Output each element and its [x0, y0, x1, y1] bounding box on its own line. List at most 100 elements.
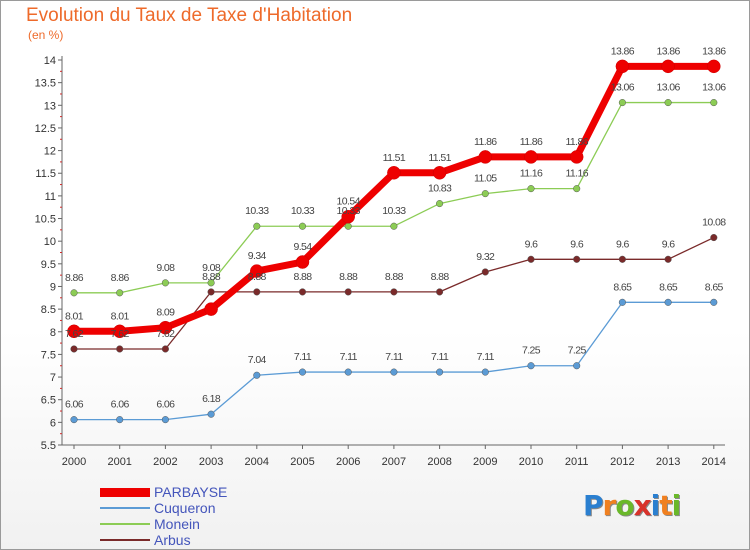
x-tick-label: 2012	[610, 456, 634, 468]
data-point-cuqueron	[573, 362, 581, 370]
data-label-parbayse: 9.54	[293, 241, 312, 253]
data-point-monein	[527, 185, 535, 193]
data-point-parbayse	[250, 264, 264, 278]
data-point-arbus	[116, 345, 124, 353]
data-label-parbayse: 10.54	[337, 196, 361, 208]
y-tick-label: 12	[44, 146, 56, 158]
data-point-arbus	[436, 288, 444, 296]
data-label-arbus: 7.62	[111, 328, 130, 340]
data-label-arbus: 8.88	[202, 271, 221, 283]
data-label-monein: 11.16	[520, 168, 543, 180]
y-tick-label: 9	[50, 281, 56, 293]
data-point-arbus	[70, 345, 78, 353]
x-tick-label: 2010	[519, 456, 543, 468]
data-label-cuqueron: 7.11	[431, 351, 449, 363]
data-point-cuqueron	[298, 368, 307, 376]
data-label-monein: 13.06	[611, 82, 635, 94]
data-point-arbus	[390, 288, 398, 296]
x-tick-label: 2001	[107, 456, 131, 468]
legend-swatch	[100, 523, 150, 525]
data-point-cuqueron	[710, 298, 718, 306]
legend-label: Arbus	[154, 532, 191, 548]
proxiti-logo: Proxiti	[583, 489, 682, 522]
data-point-monein	[710, 99, 718, 107]
data-label-parbayse: 11.86	[520, 136, 543, 148]
data-label-monein: 10.33	[291, 205, 315, 217]
data-label-arbus: 8.88	[293, 271, 312, 283]
y-tick-label: 9.5	[41, 259, 56, 271]
y-tick-label: 6.5	[41, 395, 56, 407]
data-label-monein: 8.86	[111, 272, 130, 284]
logo-letter: r	[602, 489, 617, 522]
data-label-arbus: 10.08	[702, 217, 726, 229]
y-tick-label: 13.5	[35, 78, 56, 90]
data-point-cuqueron	[618, 298, 626, 306]
y-tick-label: 11.5	[35, 168, 56, 180]
y-tick-label: 12.5	[35, 123, 56, 135]
legend-item-cuqueron: Cuqueron	[100, 500, 280, 516]
data-label-cuqueron: 8.65	[659, 281, 678, 293]
data-label-parbayse: 11.51	[428, 152, 451, 164]
line-chart: 5.5 6 6.5 7 7.5 8 8.5 9 9.5 10 10.5 11 11.5 12 12.5 13 1…	[35, 45, 727, 468]
legend-label: Cuqueron	[154, 500, 216, 516]
data-label-monein: 10.33	[245, 205, 269, 217]
data-label-arbus: 8.88	[248, 271, 267, 283]
y-tick-label: 8.5	[41, 304, 56, 316]
x-tick-label: 2013	[656, 456, 680, 468]
data-label-cuqueron: 7.25	[568, 345, 587, 357]
data-point-cuqueron	[70, 416, 78, 424]
data-label-arbus: 9.6	[616, 238, 630, 250]
data-point-cuqueron	[116, 416, 124, 424]
data-label-parbayse: 8.09	[156, 307, 175, 319]
data-point-parbayse	[478, 150, 493, 164]
data-label-parbayse: 11.86	[565, 136, 588, 148]
legend-label: Monein	[154, 516, 200, 532]
data-label-parbayse: 8.01	[111, 310, 130, 322]
data-label-parbayse: 9.34	[248, 250, 267, 262]
data-point-parbayse	[432, 166, 447, 180]
data-label-parbayse: 11.51	[383, 152, 406, 164]
x-tick-label: 2004	[245, 456, 269, 468]
legend-item-arbus: Arbus	[100, 532, 280, 548]
data-point-cuqueron	[436, 368, 444, 376]
data-point-cuqueron	[207, 410, 215, 418]
data-point-parbayse	[707, 59, 721, 74]
data-point-parbayse	[341, 209, 355, 224]
data-label-monein: 11.16	[565, 168, 588, 180]
x-tick-label: 2011	[565, 456, 589, 468]
data-point-monein	[390, 222, 398, 230]
logo-letter: i	[650, 489, 661, 522]
data-point-arbus	[161, 345, 169, 353]
data-label-arbus: 9.6	[570, 238, 584, 250]
data-label-cuqueron: 7.11	[477, 351, 495, 363]
data-label-parbayse: 13.86	[702, 45, 726, 57]
data-point-parbayse	[67, 324, 81, 339]
data-label-parbayse: 8.01	[65, 310, 84, 322]
data-point-cuqueron	[664, 298, 672, 306]
data-point-monein	[70, 289, 78, 297]
data-label-cuqueron: 7.11	[385, 351, 403, 363]
data-point-parbayse	[295, 255, 310, 269]
data-point-parbayse	[615, 59, 630, 74]
legend-item-monein: Monein	[100, 516, 280, 532]
y-tick-label: 7	[50, 372, 56, 384]
data-label-arbus: 9.32	[476, 251, 495, 263]
y-tick-label: 11	[45, 191, 56, 203]
chart-subtitle: (en %)	[28, 28, 64, 42]
data-label-monein: 11.05	[474, 173, 497, 185]
data-point-arbus	[344, 288, 352, 296]
data-label-parbayse: 11.86	[474, 136, 497, 148]
data-point-parbayse	[661, 59, 675, 74]
data-label-monein: 10.83	[428, 183, 452, 195]
data-label-cuqueron: 6.18	[202, 393, 221, 405]
data-point-cuqueron	[527, 362, 535, 370]
x-tick-label: 2003	[199, 456, 223, 468]
x-tick-label: 2007	[382, 456, 406, 468]
logo-letter: i	[671, 489, 682, 522]
data-point-arbus	[298, 288, 307, 296]
data-label-parbayse: 13.86	[611, 45, 635, 57]
data-point-cuqueron	[253, 371, 261, 379]
data-point-parbayse	[204, 302, 218, 316]
x-tick-label: 2008	[427, 456, 451, 468]
